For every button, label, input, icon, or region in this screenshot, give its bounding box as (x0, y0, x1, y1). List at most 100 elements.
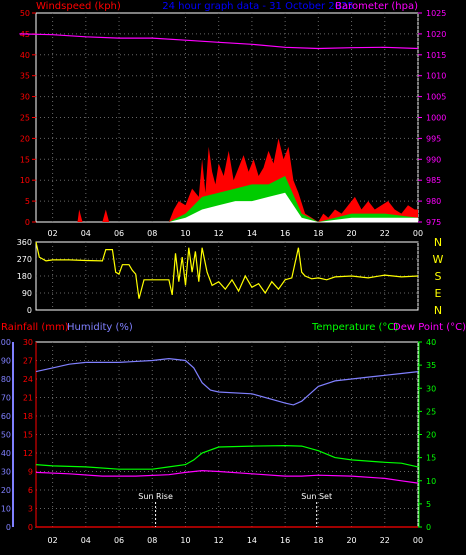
windspeed-tick-label: 15 (20, 155, 30, 164)
windspeed-tick-label: 0 (25, 218, 30, 227)
humidity-tick-label: 20 (1, 486, 11, 495)
p3-x-tick-label: 04 (81, 536, 91, 545)
direction-tick-label: 360 (17, 238, 32, 247)
p1-x-tick-label: 16 (280, 229, 290, 238)
direction-tick-label: 270 (17, 255, 32, 264)
p3-x-tick-label: 10 (180, 536, 190, 545)
humidity-tick-label: 70 (1, 394, 11, 403)
p3-x-tick-label: 06 (114, 536, 124, 545)
barometer-tick-label: 1005 (426, 93, 446, 102)
compass-label: S (435, 270, 442, 283)
barometer-tick-label: 1020 (426, 30, 446, 39)
graph-date-title: 24 hour graph data - 31 October 2025 (162, 1, 353, 12)
windspeed-tick-label: 5 (25, 197, 30, 206)
humidity-line (35, 357, 419, 406)
p1-x-tick-label: 00 (413, 229, 423, 238)
wind-barometer-panel: 0510152025303540455097598098599099510001… (19, 9, 446, 238)
direction-tick-label: 90 (22, 289, 32, 298)
p3-x-tick-label: 20 (346, 536, 356, 545)
p1-x-tick-label: 20 (346, 229, 356, 238)
direction-tick-label: 180 (17, 272, 32, 281)
barometer-tick-label: 975 (426, 218, 441, 227)
sunrise-label: Sun Rise (138, 492, 173, 501)
p1-x-tick-label: 14 (247, 229, 257, 238)
humidity-tick-label: 90 (1, 357, 11, 366)
rainfall-tick-label: 18 (23, 412, 33, 421)
rainfall-tick-label: 15 (23, 431, 33, 440)
compass-label: N (434, 304, 442, 317)
barometer-tick-label: 995 (426, 134, 441, 143)
temp-humidity-panel: 0369121518212427300102030405060708090100… (0, 338, 436, 545)
rainfall-tick-label: 9 (28, 468, 33, 477)
barometer-tick-label: 990 (426, 155, 441, 164)
humidity-tick-label: 100 (0, 338, 11, 347)
compass-label: W (433, 253, 444, 266)
rainfall-tick-label: 24 (23, 375, 33, 384)
rainfall-tick-label: 27 (23, 357, 33, 366)
wind-series-2 (168, 192, 418, 222)
p1-x-tick-label: 12 (214, 229, 224, 238)
humidity-tick-label: 10 (1, 505, 11, 514)
temperature-tick-label: 35 (426, 361, 436, 370)
p1-x-tick-label: 06 (114, 229, 124, 238)
p1-x-tick-label: 08 (147, 229, 157, 238)
windspeed-tick-label: 35 (20, 72, 30, 81)
p1-x-tick-label: 18 (313, 229, 323, 238)
windspeed-tick-label: 40 (20, 51, 30, 60)
p3-x-tick-label: 12 (214, 536, 224, 545)
sunset-label: Sun Set (301, 492, 332, 501)
humidity-tick-label: 0 (6, 523, 11, 532)
barometer-title: Barometer (hpa) (335, 1, 418, 12)
barometer-tick-label: 1025 (426, 9, 446, 18)
wind-direction-line (35, 241, 419, 299)
barometer-line (19, 33, 419, 50)
humidity-tick-label: 60 (1, 412, 11, 421)
rainfall-title: Rainfall (mm) (1, 322, 69, 333)
direction-tick-label: 0 (27, 306, 32, 315)
rainfall-tick-label: 21 (23, 394, 33, 403)
p3-x-tick-label: 18 (313, 536, 323, 545)
temperature-tick-label: 5 (426, 500, 431, 509)
windspeed-tick-label: 50 (20, 9, 30, 18)
p3-x-tick-label: 14 (247, 536, 257, 545)
humidity-tick-label: 50 (1, 431, 11, 440)
rainfall-tick-label: 12 (23, 449, 33, 458)
barometer-tick-label: 1000 (426, 114, 446, 123)
windspeed-tick-label: 25 (20, 114, 30, 123)
temperature-tick-label: 0 (426, 523, 431, 532)
barometer-tick-label: 985 (426, 176, 441, 185)
temperature-tick-label: 10 (426, 477, 436, 486)
windspeed-tick-label: 30 (20, 93, 30, 102)
humidity-tick-label: 80 (1, 375, 11, 384)
p1-x-tick-label: 04 (81, 229, 91, 238)
temperature-tick-label: 15 (426, 454, 436, 463)
humidity-tick-label: 40 (1, 449, 11, 458)
barometer-tick-label: 1010 (426, 72, 446, 81)
windspeed-tick-label: 10 (20, 176, 30, 185)
windspeed-tick-label: 20 (20, 134, 30, 143)
temperature-tick-label: 30 (426, 384, 436, 393)
temperature-title: Temperature (°C) (311, 322, 398, 333)
temperature-tick-label: 25 (426, 407, 436, 416)
compass-label: N (434, 236, 442, 249)
p3-x-tick-label: 08 (147, 536, 157, 545)
p1-x-tick-label: 02 (48, 229, 58, 238)
barometer-tick-label: 980 (426, 197, 441, 206)
p3-x-tick-label: 22 (380, 536, 390, 545)
rainfall-tick-label: 30 (23, 338, 33, 347)
p3-x-tick-label: 00 (413, 536, 423, 545)
windspeed-title: Windspeed (kph) (36, 1, 121, 12)
p1-x-tick-label: 10 (180, 229, 190, 238)
temperature-tick-label: 20 (426, 431, 436, 440)
temperature-tick-label: 40 (426, 338, 436, 347)
rainfall-tick-label: 6 (28, 486, 33, 495)
rainfall-tick-label: 3 (28, 505, 33, 514)
barometer-tick-label: 1015 (426, 51, 446, 60)
temperature-line (35, 444, 419, 470)
rainfall-tick-label: 0 (28, 523, 33, 532)
humidity-tick-label: 30 (1, 468, 11, 477)
p3-x-tick-label: 16 (280, 536, 290, 545)
wind-series-0 (36, 138, 418, 222)
